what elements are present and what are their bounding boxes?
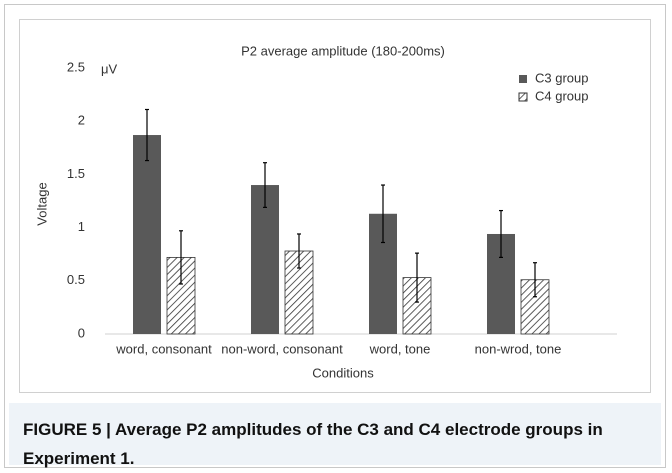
x-tick-label: word, tone — [369, 341, 431, 356]
y-tick-label: 0 — [78, 325, 85, 340]
y-unit: μV — [101, 61, 117, 76]
x-tick-label: non-wrod, tone — [475, 341, 562, 356]
y-tick-label: 2.5 — [67, 59, 85, 74]
x-tick-label: non-word, consonant — [221, 341, 343, 356]
y-tick-label: 1.5 — [67, 166, 85, 181]
y-tick-label: 0.5 — [67, 272, 85, 287]
chart-title: P2 average amplitude (180-200ms) — [241, 43, 445, 58]
legend-swatch — [518, 92, 528, 102]
y-axis-label: Voltage — [34, 182, 49, 225]
legend-swatch — [519, 75, 527, 83]
x-axis-label: Conditions — [312, 365, 374, 380]
figure: P2 average amplitude (180-200ms) μV Volt… — [4, 4, 666, 468]
legend-label: C3 group — [535, 70, 588, 85]
y-tick-label: 1 — [78, 219, 85, 234]
caption: FIGURE 5 | Average P2 amplitudes of the … — [9, 403, 661, 468]
bar — [133, 135, 161, 334]
legend-label: C4 group — [535, 88, 588, 103]
chart: P2 average amplitude (180-200ms) μV Volt… — [19, 19, 651, 393]
y-tick-label: 2 — [78, 113, 85, 128]
bar — [251, 185, 279, 334]
x-tick-label: word, consonant — [115, 341, 212, 356]
